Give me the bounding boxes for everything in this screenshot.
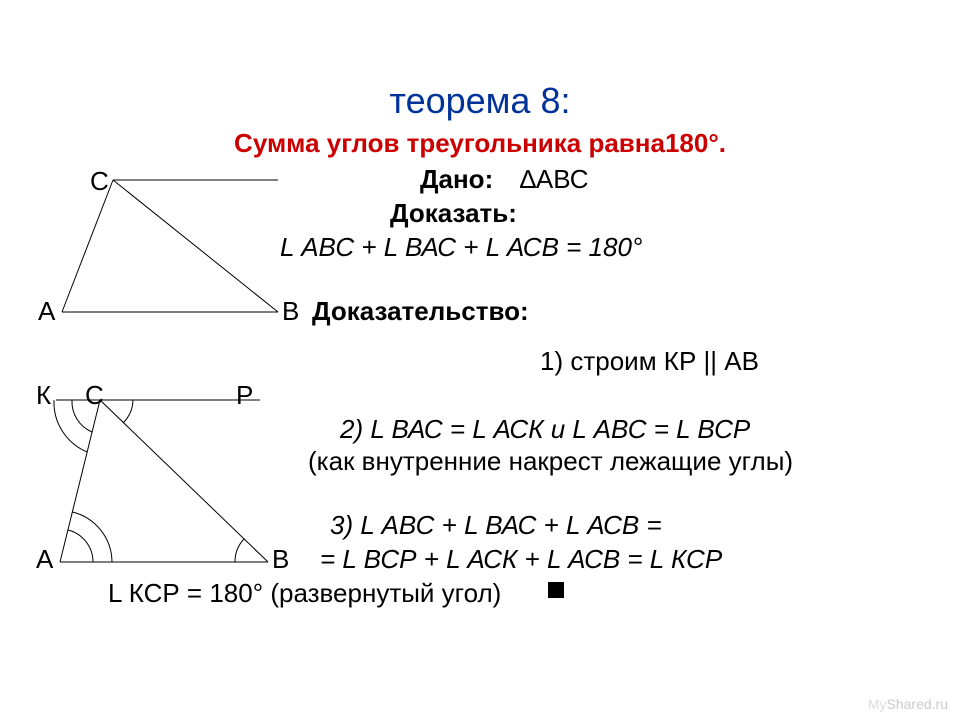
proof-step-4: L КСР = 180° (развернутый угол) [108, 578, 501, 609]
watermark-prefix: My [868, 696, 887, 712]
triangle-kcp-figure [0, 0, 960, 720]
proof-step-2-note: (как внутренние накрест лежащие углы) [308, 446, 793, 477]
proof-step-3b: = L ВСР + L АСК + L АСВ = L КСР [320, 544, 722, 575]
slide: теорема 8: Сумма углов треугольника равн… [0, 0, 960, 720]
watermark-suffix: Shared.ru [887, 696, 948, 712]
vertex-b2-label: В [272, 544, 289, 575]
proof-step-2: 2) L ВАС = L АСК и L АВС = L ВСР [340, 414, 750, 445]
watermark: MyShared.ru [868, 696, 948, 712]
vertex-a2-label: А [36, 544, 53, 575]
qed-square-icon [548, 582, 564, 598]
proof-step-3: 3) L АВС + L ВАС + L АСВ = [330, 510, 662, 541]
